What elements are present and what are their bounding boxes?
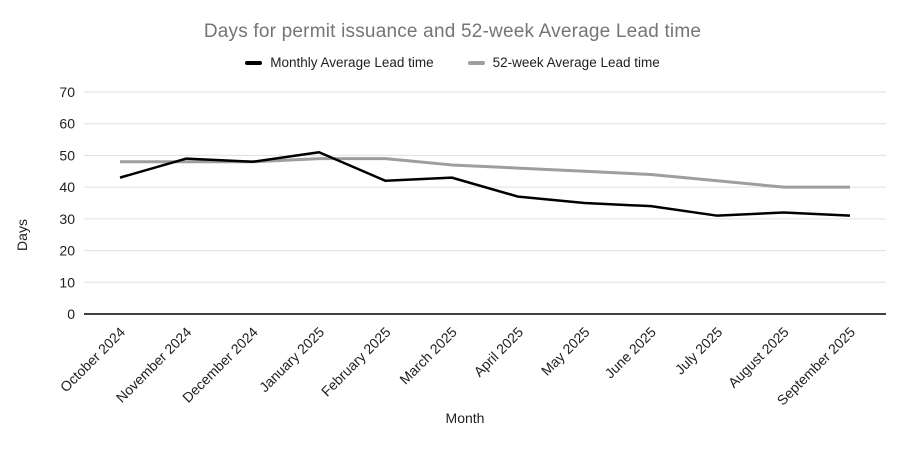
series-line-52-week-average — [120, 157, 850, 189]
legend-swatch-monthly-average — [245, 60, 263, 65]
x-tick-label: March 2025 — [396, 324, 460, 388]
legend-label-monthly-average: Monthly Average Lead time — [270, 55, 434, 70]
legend-swatch-52-week-average — [467, 60, 485, 65]
y-tick-label: 10 — [59, 274, 75, 290]
x-tick-label: May 2025 — [538, 324, 593, 379]
y-axis-title: Days — [14, 219, 30, 251]
legend-item-52-week-average: 52-week Average Lead time — [467, 55, 660, 70]
y-tick-label: 60 — [59, 116, 75, 132]
x-tick-label: July 2025 — [672, 324, 726, 378]
legend-item-monthly-average: Monthly Average Lead time — [245, 55, 434, 70]
y-tick-label: 50 — [59, 147, 75, 163]
x-tick-label: February 2025 — [318, 324, 394, 400]
x-tick-label: August 2025 — [725, 324, 792, 391]
x-axis-title: Month — [445, 410, 485, 426]
x-tick-label: October 2024 — [57, 324, 128, 395]
y-tick-label: 70 — [59, 84, 75, 100]
series-line-monthly-average — [119, 151, 851, 217]
y-tick-label: 0 — [67, 306, 75, 322]
y-tick-label: 40 — [59, 179, 75, 195]
x-tick-label: June 2025 — [601, 324, 659, 382]
y-tick-label: 20 — [59, 243, 75, 259]
x-tick-label: April 2025 — [470, 324, 526, 380]
x-tick-label: January 2025 — [256, 324, 327, 395]
legend-label-52-week-average: 52-week Average Lead time — [492, 55, 660, 70]
chart-legend: Monthly Average Lead time 52-week Averag… — [0, 55, 905, 70]
y-tick-label: 30 — [59, 211, 75, 227]
chart-title: Days for permit issuance and 52-week Ave… — [203, 21, 702, 42]
